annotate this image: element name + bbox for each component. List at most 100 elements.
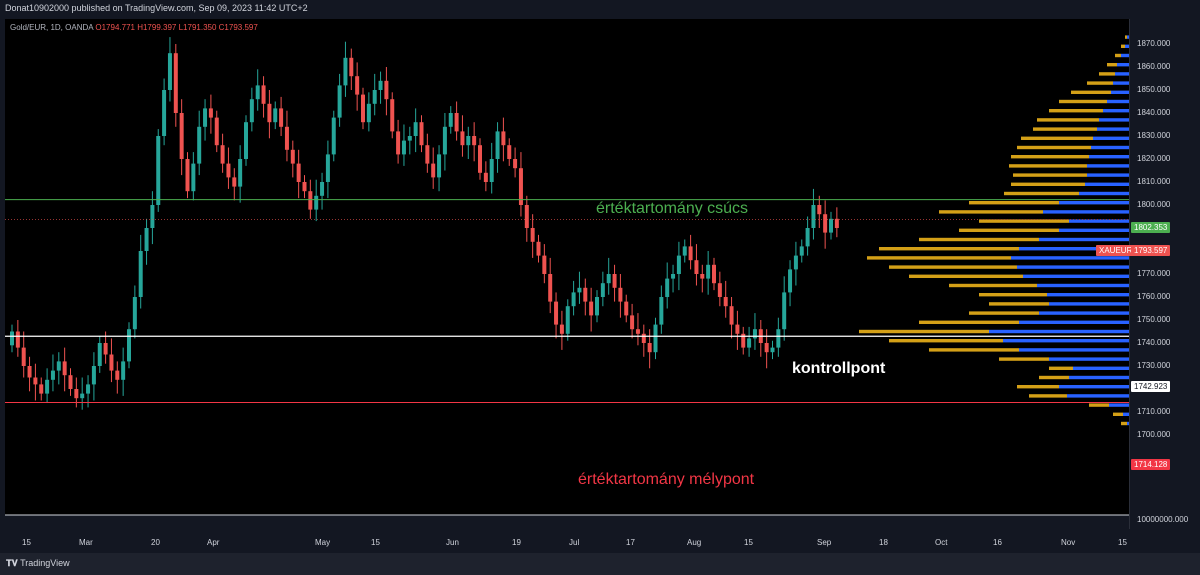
time-tick-label: 15 — [22, 538, 31, 547]
volume-profile-bar-outside — [939, 210, 1043, 214]
candle-body — [747, 338, 752, 348]
volume-profile-bar-outside — [919, 320, 1019, 324]
candle-body — [308, 191, 313, 210]
volume-profile-bar-outside — [1121, 421, 1127, 426]
time-tick-label: 20 — [151, 538, 160, 547]
price-tick-label: 1800.000 — [1137, 200, 1171, 209]
candle-body — [384, 80, 389, 100]
time-tick-label: 15 — [371, 538, 380, 547]
time-axis[interactable] — [0, 530, 1200, 552]
volume-profile-bar-outside — [949, 283, 1037, 288]
value-area-low-annotation: értéktartomány mélypont — [578, 471, 755, 488]
volume-profile-bar-outside — [909, 274, 1023, 278]
publisher-text: Donat10902000 published on TradingView.c… — [5, 3, 308, 13]
volume-profile-bar-outside — [1004, 191, 1079, 196]
volume-profile-bar-value-area — [1037, 283, 1129, 288]
volume-profile-bar-outside — [979, 293, 1047, 297]
candle-body — [712, 264, 716, 284]
candle-body — [33, 377, 38, 385]
volume-profile-bar-value-area — [1089, 155, 1129, 159]
volume-profile-bar-value-area — [1097, 127, 1129, 131]
volume-profile-bar-outside — [1021, 136, 1093, 140]
price-tick-label: 1870.000 — [1137, 39, 1171, 48]
price-tick-label: 1700.000 — [1137, 430, 1171, 439]
candle-body — [460, 131, 465, 146]
candle-body — [653, 324, 658, 353]
volume-profile-bar-value-area — [989, 329, 1129, 334]
candle-body — [571, 292, 576, 307]
candle-body — [793, 255, 798, 270]
candle-body — [366, 103, 371, 123]
volume-profile-bar-value-area — [1059, 385, 1129, 389]
volume-profile-bar-outside — [969, 201, 1059, 205]
candle-body — [419, 122, 424, 146]
candle-body — [132, 297, 137, 330]
time-tick-label: Sep — [817, 538, 832, 547]
volume-profile-bar-value-area — [1039, 311, 1129, 315]
price-tick-label: 1810.000 — [1137, 177, 1171, 186]
time-tick-label: Jul — [569, 538, 580, 547]
candle-body — [56, 361, 61, 371]
candle-body — [191, 163, 196, 192]
candle-body — [138, 251, 143, 297]
candle-body — [425, 145, 430, 164]
price-tick-label: 1760.000 — [1137, 292, 1171, 301]
candle-body — [320, 182, 325, 196]
volume-profile-bar-value-area — [1039, 237, 1129, 242]
candle-body — [390, 99, 395, 132]
time-tick-label: 16 — [993, 538, 1002, 547]
volume-profile-bar-value-area — [1113, 81, 1129, 85]
open-value: O1794.771 — [95, 23, 135, 32]
volume-profile-bar-outside — [867, 256, 1011, 260]
candle-body — [27, 366, 32, 378]
candle-body — [706, 264, 711, 279]
volume-profile-bar-value-area — [1069, 375, 1129, 380]
price-tick-label: 1850.000 — [1137, 85, 1171, 94]
volume-profile-bar-outside — [1033, 127, 1097, 131]
candle-body — [448, 113, 453, 127]
candle-body — [62, 361, 67, 376]
time-tick-label: Aug — [687, 538, 702, 547]
volume-profile-bar-outside — [919, 237, 1039, 242]
candle-body — [273, 108, 278, 123]
candle-body — [554, 301, 559, 325]
volume-profile-bar-outside — [989, 302, 1049, 306]
symbol-label: Gold/EUR, 1D, OANDA — [10, 23, 94, 32]
volume-profile-bar-outside — [1113, 412, 1123, 416]
candle-body — [45, 379, 50, 394]
candle-body — [103, 343, 108, 355]
volume-profile-bar-outside — [999, 357, 1049, 361]
ohlc-legend: Gold/EUR, 1D, OANDA O1794.771 H1799.397 … — [10, 23, 258, 32]
candle-body — [442, 126, 447, 155]
candle-body — [595, 297, 599, 316]
volume-profile-bar-outside — [1087, 81, 1113, 85]
candle-body — [296, 163, 301, 182]
volume-profile-bar-value-area — [1087, 173, 1129, 177]
candle-body — [21, 347, 26, 366]
price-tick-label: 1820.000 — [1137, 154, 1171, 163]
candle-body — [489, 159, 494, 182]
volume-profile-bar-value-area — [1087, 164, 1129, 168]
tradingview-logo[interactable]: 𝐓𝐕 TradingView — [6, 558, 70, 569]
candle-body — [682, 246, 687, 256]
price-tick-label: 1830.000 — [1137, 131, 1171, 140]
candle-body — [232, 177, 237, 187]
volume-profile-bar-outside — [929, 348, 1019, 352]
price-axis[interactable] — [1129, 19, 1200, 529]
candle-body — [401, 140, 406, 155]
volume-profile-bar-value-area — [1049, 357, 1129, 361]
candle-body — [91, 366, 96, 385]
volume-profile-bar-value-area — [1019, 247, 1129, 251]
volume-profile-bar-value-area — [1085, 182, 1129, 186]
price-tick-label: 1840.000 — [1137, 108, 1171, 117]
candle-body — [688, 246, 693, 261]
volume-profile-bar-outside — [1017, 385, 1059, 389]
last-price-tag: 1793.597 — [1131, 245, 1171, 256]
volume-profile-bar-outside — [1115, 53, 1121, 58]
volume-profile-bar-value-area — [1125, 44, 1129, 48]
candle-body — [185, 159, 190, 192]
candle-body — [302, 182, 307, 192]
candle-body — [782, 292, 787, 330]
price-tick-label: 1860.000 — [1137, 62, 1171, 71]
volume-profile-bar-value-area — [1091, 145, 1129, 150]
